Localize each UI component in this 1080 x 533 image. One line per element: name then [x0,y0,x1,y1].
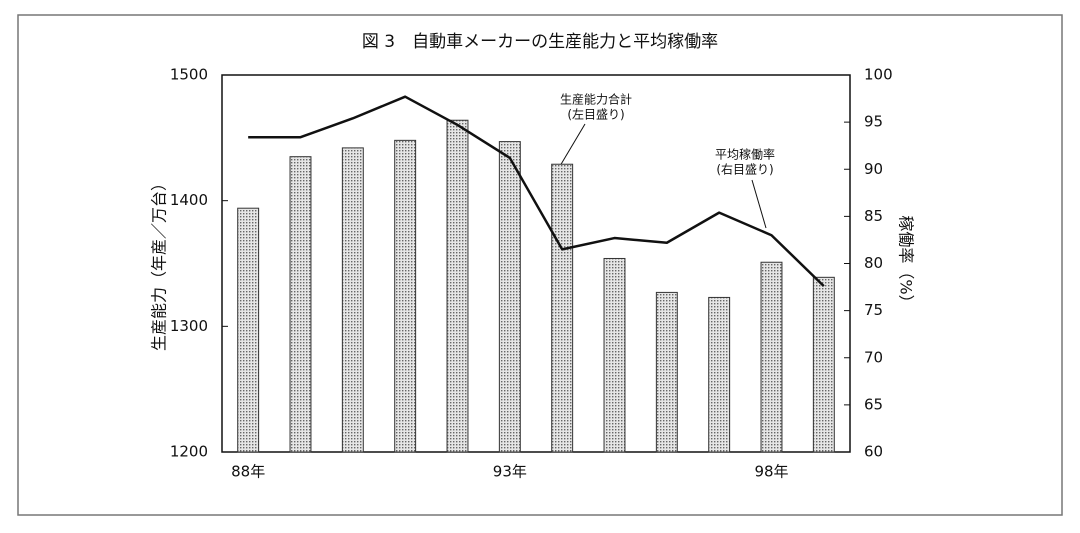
chart-title: 図 3 自動車メーカーの生産能力と平均稼働率 [362,32,718,52]
bar [289,156,312,453]
bar [812,276,835,453]
bar [237,207,260,453]
y2-tick-label: 90 [864,160,883,178]
bar [603,257,626,453]
y2-tick-label: 75 [864,301,883,319]
annotation: 生産能力合計 [560,92,632,107]
x-tick-label: 93年 [493,463,527,481]
y2-axis-label: 稼働率（%） [897,215,916,310]
bar [341,147,364,453]
y2-tick-label: 60 [864,443,883,461]
y-tick-label: 1300 [170,317,208,335]
y2-tick-label: 95 [864,113,883,131]
bar [551,163,574,453]
bar [655,291,678,453]
annotation: (右目盛り) [716,162,773,177]
annotation: (左目盛り) [567,107,624,122]
y2-tick-label: 85 [864,207,883,225]
x-tick-label: 88年 [231,463,265,481]
y2-tick-label: 80 [864,254,883,272]
bar [708,296,731,453]
y-tick-label: 1500 [170,66,208,84]
y-tick-label: 1400 [170,191,208,209]
bar [394,139,417,453]
bar [446,119,469,453]
frame [17,14,1063,516]
y2-tick-label: 70 [864,348,883,366]
line [248,95,825,288]
bar [498,141,521,453]
leader-line [751,179,767,229]
leader-line [559,123,586,167]
x-tick-label: 98年 [754,463,788,481]
y-axis-label: 生産能力（年産／万台） [150,175,169,351]
y-tick-label: 1200 [170,443,208,461]
y2-tick-label: 100 [864,66,893,84]
y2-tick-label: 65 [864,395,883,413]
bar [760,261,783,453]
annotation: 平均稼働率 [715,147,775,162]
